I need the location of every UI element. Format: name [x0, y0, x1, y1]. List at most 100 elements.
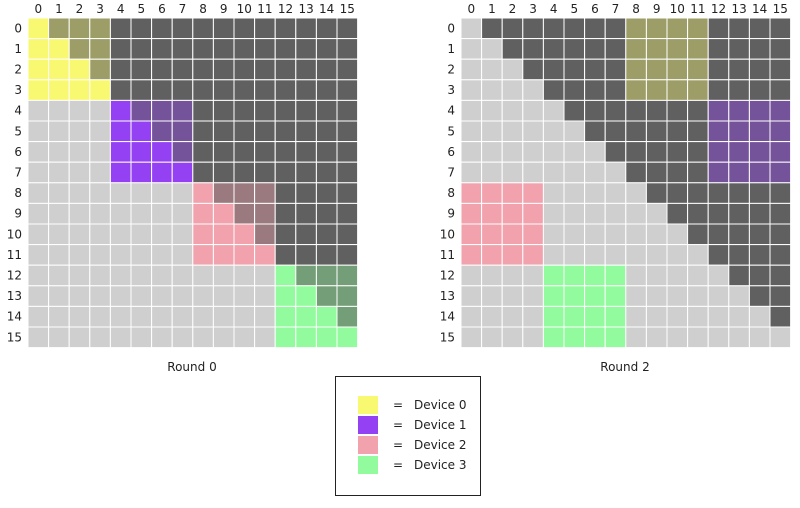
row-tick-label: 2 [14, 63, 22, 77]
matrix-cell [295, 326, 317, 349]
matrix-cell [295, 38, 317, 60]
matrix-cell [151, 79, 173, 101]
matrix-cell [48, 38, 70, 60]
row-tick-label: 4 [14, 104, 22, 118]
matrix-cell [336, 223, 359, 246]
matrix-cell [584, 285, 606, 307]
matrix-cell [336, 120, 359, 143]
matrix-cell [604, 120, 627, 143]
matrix-cell [274, 161, 297, 184]
matrix-cell [336, 244, 359, 266]
matrix-cell [89, 161, 111, 184]
matrix-cell [151, 326, 173, 349]
matrix-cell [192, 326, 214, 349]
matrix-cell [625, 99, 647, 122]
column-tick-label: 2 [509, 2, 517, 16]
matrix-cell [563, 285, 586, 307]
matrix-cell [212, 141, 235, 163]
matrix-cell [192, 244, 214, 266]
matrix-cell [481, 38, 503, 60]
matrix-cell [171, 17, 194, 40]
matrix-cell [130, 264, 153, 287]
matrix-cell [295, 17, 317, 40]
matrix-cell [563, 305, 586, 328]
matrix-cell [233, 161, 256, 184]
matrix-cell [584, 223, 606, 246]
matrix-cell [522, 141, 544, 163]
matrix-cell [27, 244, 50, 266]
matrix-cell [233, 244, 256, 266]
matrix-cell [584, 79, 606, 101]
matrix-cell [48, 244, 70, 266]
matrix-cell [130, 120, 153, 143]
matrix-cell [625, 264, 647, 287]
matrix-cell [89, 120, 111, 143]
matrix-cell [212, 326, 235, 349]
matrix-cell [130, 182, 153, 204]
matrix-cell [748, 223, 771, 246]
matrix-cell [666, 79, 689, 101]
matrix-cell [315, 305, 338, 328]
matrix-cell [584, 58, 606, 81]
matrix-cell [171, 79, 194, 101]
matrix-cell [769, 120, 792, 143]
matrix-cell [274, 202, 297, 225]
matrix-cell [109, 141, 132, 163]
matrix-cell [460, 264, 483, 287]
matrix-cell [68, 99, 91, 122]
matrix-cell [27, 305, 50, 328]
matrix-cell [748, 120, 771, 143]
legend-equals: = [392, 418, 404, 432]
matrix-cell [707, 58, 730, 81]
matrix-cell [130, 161, 153, 184]
matrix-cell [315, 202, 338, 225]
matrix-cell [171, 264, 194, 287]
matrix-cell [707, 285, 730, 307]
matrix-cell [563, 202, 586, 225]
matrix-cell [254, 326, 276, 349]
matrix-cell [89, 182, 111, 204]
row-tick-label: 0 [14, 21, 22, 35]
matrix-cell [130, 141, 153, 163]
matrix-cell [460, 305, 483, 328]
matrix-cell [336, 202, 359, 225]
matrix-cell [315, 99, 338, 122]
matrix-cell [769, 244, 792, 266]
matrix-cell [254, 244, 276, 266]
column-tick-label: 7 [179, 2, 187, 16]
matrix-cell [501, 264, 524, 287]
row-tick-label: 2 [447, 63, 455, 77]
row-tick-label: 1 [14, 42, 22, 56]
matrix-cell [274, 17, 297, 40]
matrix-cell [274, 38, 297, 60]
matrix-cell [233, 79, 256, 101]
matrix-cell [687, 99, 709, 122]
matrix-cell [233, 120, 256, 143]
matrix-cell [68, 202, 91, 225]
matrix-cell [707, 326, 730, 349]
matrix-cell [542, 182, 565, 204]
matrix-cell [295, 120, 317, 143]
matrix-cell [27, 99, 50, 122]
matrix-cell [687, 285, 709, 307]
matrix-cell [315, 223, 338, 246]
matrix-cell [481, 202, 503, 225]
matrix-cell [625, 202, 647, 225]
matrix-cell [460, 244, 483, 266]
matrix-cell [109, 244, 132, 266]
matrix-cell [295, 223, 317, 246]
row-tick-label: 8 [447, 186, 455, 200]
matrix-cell [707, 264, 730, 287]
matrix-cell [707, 141, 730, 163]
matrix-cell [212, 99, 235, 122]
matrix-cell [27, 58, 50, 81]
matrix-cell [728, 305, 750, 328]
matrix-cell [748, 161, 771, 184]
matrix-cell [769, 285, 792, 307]
matrix-cell [707, 79, 730, 101]
column-tick-label: 11 [257, 2, 272, 16]
matrix-cell [27, 17, 50, 40]
row-tick-label: 3 [447, 83, 455, 97]
matrix-cell [707, 161, 730, 184]
matrix-cell [687, 38, 709, 60]
